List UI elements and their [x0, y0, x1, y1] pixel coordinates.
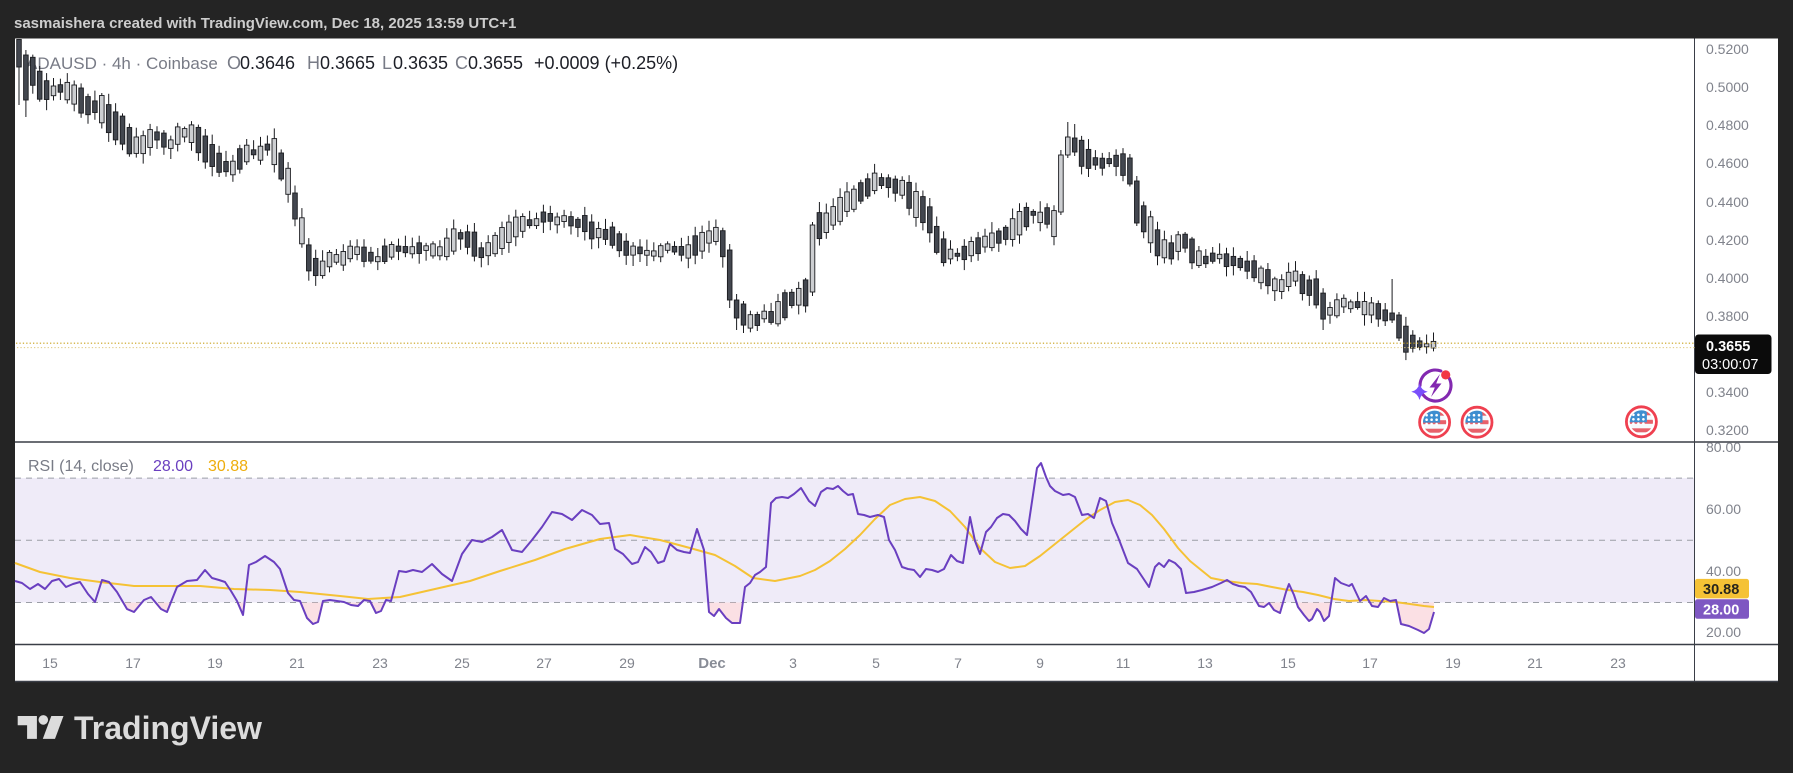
svg-text:21: 21 — [1527, 655, 1543, 671]
svg-text:28.00: 28.00 — [1703, 602, 1739, 618]
svg-text:40.00: 40.00 — [1706, 563, 1741, 579]
svg-text:11: 11 — [1116, 655, 1131, 671]
svg-text:0.4000: 0.4000 — [1706, 270, 1749, 286]
svg-text:27: 27 — [536, 655, 552, 671]
svg-text:15: 15 — [42, 655, 58, 671]
svg-text:0.4800: 0.4800 — [1706, 117, 1749, 133]
svg-text:3: 3 — [789, 655, 797, 671]
svg-text:0.4400: 0.4400 — [1706, 194, 1749, 210]
svg-text:0.3655: 0.3655 — [1706, 339, 1750, 355]
svg-text:15: 15 — [1280, 655, 1296, 671]
svg-text:0.4200: 0.4200 — [1706, 232, 1749, 248]
svg-text:21: 21 — [289, 655, 305, 671]
svg-text:H: H — [307, 53, 320, 73]
svg-text:RSI (14, close): RSI (14, close) — [28, 458, 134, 475]
svg-text:28.00: 28.00 — [153, 458, 193, 475]
svg-text:30.88: 30.88 — [208, 458, 248, 475]
svg-text:0.3665: 0.3665 — [320, 53, 375, 73]
svg-text:O: O — [227, 53, 241, 73]
svg-text:Dec: Dec — [698, 655, 726, 672]
svg-text:13: 13 — [1197, 655, 1213, 671]
svg-text:30.88: 30.88 — [1703, 582, 1739, 598]
svg-text:5: 5 — [872, 655, 880, 671]
svg-text:25: 25 — [454, 655, 470, 671]
svg-text:C: C — [455, 53, 468, 73]
svg-text:23: 23 — [372, 655, 388, 671]
svg-text:sasmaishera created with Tradi: sasmaishera created with TradingView.com… — [14, 15, 516, 32]
svg-text:0.3635: 0.3635 — [393, 53, 448, 73]
svg-text:0.3400: 0.3400 — [1706, 384, 1749, 400]
svg-text:23: 23 — [1610, 655, 1626, 671]
svg-text:17: 17 — [125, 655, 141, 671]
svg-text:17: 17 — [1362, 655, 1378, 671]
svg-text:9: 9 — [1036, 655, 1044, 671]
svg-text:ADAUSD · 4h · Coinbase: ADAUSD · 4h · Coinbase — [26, 54, 218, 73]
svg-text:80.00: 80.00 — [1706, 439, 1741, 455]
svg-text:20.00: 20.00 — [1706, 624, 1741, 640]
svg-text:+0.0009 (+0.25%): +0.0009 (+0.25%) — [534, 53, 678, 73]
svg-text:0.3655: 0.3655 — [468, 53, 523, 73]
svg-text:TradingView: TradingView — [74, 710, 262, 746]
svg-text:60.00: 60.00 — [1706, 501, 1741, 517]
svg-text:0.3200: 0.3200 — [1706, 422, 1749, 438]
svg-text:L: L — [382, 53, 392, 73]
svg-text:0.5000: 0.5000 — [1706, 79, 1749, 95]
svg-text:03:00:07: 03:00:07 — [1702, 357, 1758, 373]
svg-text:19: 19 — [207, 655, 223, 671]
svg-text:19: 19 — [1445, 655, 1461, 671]
svg-text:7: 7 — [954, 655, 962, 671]
svg-text:0.5200: 0.5200 — [1706, 41, 1749, 57]
svg-text:29: 29 — [619, 655, 635, 671]
svg-text:0.4600: 0.4600 — [1706, 155, 1749, 171]
svg-text:0.3646: 0.3646 — [240, 53, 295, 73]
svg-text:0.3800: 0.3800 — [1706, 308, 1749, 324]
